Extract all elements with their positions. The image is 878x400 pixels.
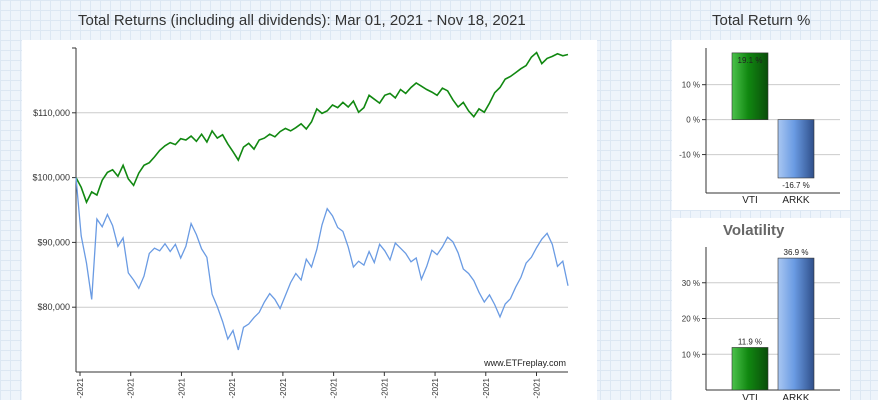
y-tick-label: $110,000 bbox=[33, 108, 70, 118]
category-label: ARKK bbox=[782, 393, 810, 400]
y-tick-label: 0 % bbox=[686, 116, 700, 125]
x-tick-label: -2021 bbox=[532, 377, 541, 398]
bar-arkk bbox=[777, 119, 815, 179]
x-tick-label: -2021 bbox=[127, 377, 136, 398]
x-tick-label: -2021 bbox=[228, 377, 237, 398]
y-tick-label: 30 % bbox=[682, 279, 700, 288]
series-line-arkk bbox=[75, 177, 569, 351]
x-tick-label: -2021 bbox=[482, 377, 491, 398]
y-tick-label: $80,000 bbox=[37, 302, 70, 312]
y-tick-label: -10 % bbox=[679, 151, 700, 160]
series-line-vti bbox=[75, 51, 569, 205]
bar-value-label: 11.9 % bbox=[738, 337, 762, 346]
category-label: ARKK bbox=[782, 195, 810, 206]
main-chart-title: Total Returns (including all dividends):… bbox=[78, 12, 526, 29]
volatility-chart-title: Volatility bbox=[723, 222, 785, 239]
main-chart-panel bbox=[22, 40, 597, 400]
y-tick-label: 10 % bbox=[682, 350, 700, 359]
category-label: VTI bbox=[742, 393, 758, 400]
category-label: VTI bbox=[742, 195, 758, 206]
x-tick-label: -2021 bbox=[177, 377, 186, 398]
x-tick-label: -2021 bbox=[330, 377, 339, 398]
bar-value-label: 19.1 % bbox=[738, 56, 763, 65]
x-tick-label: -2021 bbox=[431, 377, 440, 398]
y-tick-label: $90,000 bbox=[37, 237, 70, 247]
y-tick-label: 10 % bbox=[682, 81, 700, 90]
return-chart-title: Total Return % bbox=[712, 12, 811, 29]
watermark: www.ETFreplay.com bbox=[483, 358, 566, 368]
bar-value-label: -16.7 % bbox=[782, 181, 810, 190]
x-tick-label: -2021 bbox=[279, 377, 288, 398]
y-tick-label: $100,000 bbox=[32, 173, 70, 183]
bar-vti bbox=[731, 52, 769, 120]
x-tick-label: -2021 bbox=[380, 377, 389, 398]
bar-arkk bbox=[777, 257, 815, 391]
bar-vti bbox=[731, 347, 769, 391]
y-tick-label: 20 % bbox=[682, 315, 700, 324]
x-tick-label: -2021 bbox=[76, 377, 85, 398]
bar-value-label: 36.9 % bbox=[784, 248, 809, 257]
